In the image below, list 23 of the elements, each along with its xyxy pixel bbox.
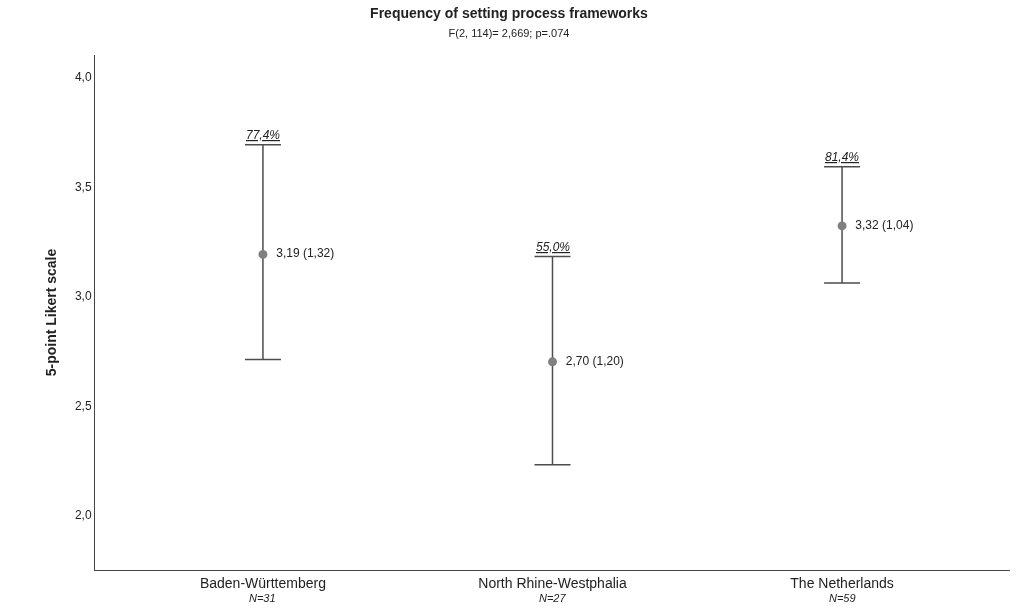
point: [548, 357, 557, 367]
data-label: 3,19 (1,32): [269, 246, 335, 261]
text: N=27: [539, 592, 567, 604]
text: N=59: [829, 592, 856, 604]
x-tick-label: The Netherlands: [790, 574, 894, 591]
y-axis-title: 5-point Likert scale: [42, 248, 59, 377]
y-tick-label: 3,5: [74, 179, 92, 194]
x-tick-label: North Rhine-Westphalia: [478, 574, 627, 591]
data-label: 3,32 (1,04): [848, 217, 914, 232]
point: [837, 221, 847, 231]
chart-title: Frequency of setting process frameworks: [370, 5, 649, 22]
y-tick-label: 3,0: [74, 289, 92, 304]
annotation: 77,4%: [246, 128, 281, 142]
data-label: 2,70 (1,20): [559, 353, 624, 368]
annotation: 55,0%: [536, 240, 571, 254]
x-tick-label: Baden-Württemberg: [199, 574, 326, 591]
y-tick-label: 2,0: [74, 508, 92, 523]
annotation: 81,4%: [825, 150, 860, 164]
y-tick-label: 2,5: [74, 398, 92, 413]
point: [258, 249, 268, 259]
text: N=31: [249, 592, 276, 604]
y-tick-label: 4,0: [74, 70, 92, 85]
chart-subtitle: F(2, 114)= 2,669; p=.074: [448, 26, 570, 39]
